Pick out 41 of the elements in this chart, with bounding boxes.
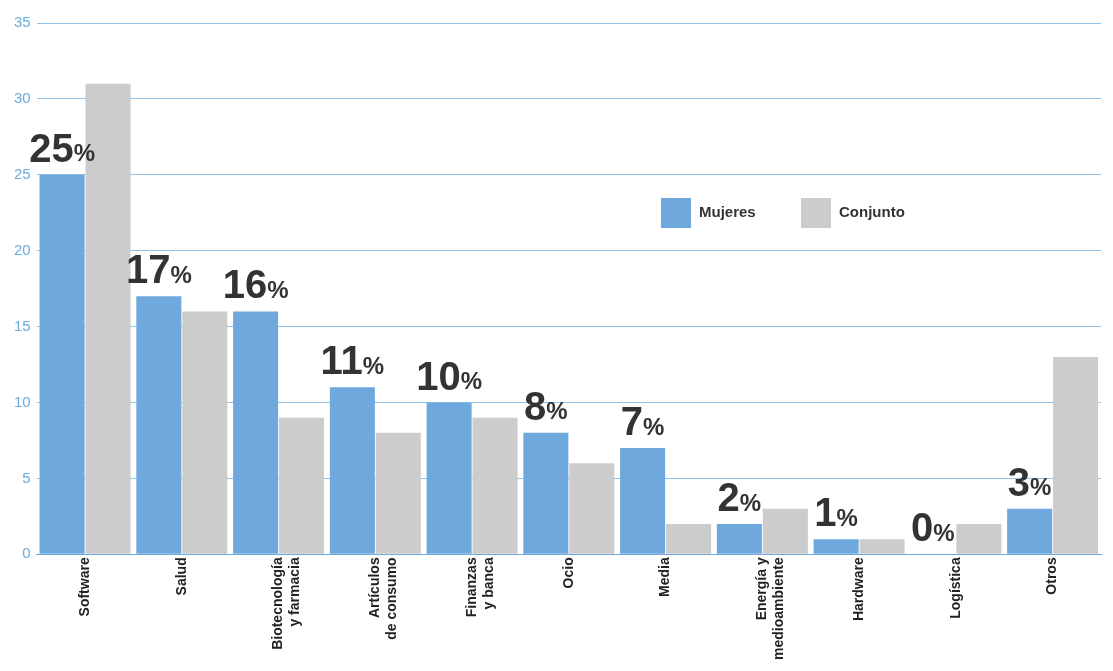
data-label: 10% — [416, 353, 483, 398]
x-tick-label: Software — [75, 557, 92, 617]
data-label: 25% — [29, 125, 95, 170]
legend-label: Conjunto — [839, 203, 905, 221]
y-tick-label: 15 — [14, 316, 31, 334]
data-label: 17% — [125, 247, 192, 292]
x-tick-label: Salud — [172, 557, 189, 596]
y-tick-label: 35 — [14, 13, 31, 31]
bar — [666, 523, 712, 554]
x-tick-label: Finanzas y banca — [462, 557, 496, 618]
y-tick-label: 5 — [22, 468, 31, 486]
data-label: 11% — [320, 338, 385, 383]
bar — [1053, 356, 1099, 554]
legend-label: Mujeres — [699, 203, 756, 221]
bar — [472, 417, 518, 554]
x-tick-label: Biotecnología y farmacia — [269, 557, 303, 650]
bar — [375, 432, 421, 554]
bar — [859, 539, 905, 554]
data-label: 1% — [814, 490, 858, 535]
y-tick-label: 25 — [14, 164, 31, 182]
bar — [956, 523, 1002, 554]
x-tick-label: Otros — [1043, 557, 1060, 595]
bar — [569, 463, 615, 554]
data-label: 3% — [1007, 459, 1052, 504]
data-label: 0% — [911, 505, 955, 550]
y-tick-label: 10 — [14, 392, 31, 410]
data-label: 8% — [524, 383, 568, 428]
bar — [279, 417, 325, 554]
x-tick-label: Logística — [946, 557, 963, 619]
x-tick-label: Hardware — [849, 557, 866, 622]
y-tick-label: 20 — [14, 240, 31, 258]
data-label: 16% — [222, 262, 289, 307]
bar — [762, 508, 808, 554]
y-tick-label: 0 — [22, 544, 31, 562]
x-tick-label: Ocio — [559, 557, 576, 589]
data-label: 2% — [717, 474, 762, 519]
x-tick-label: Energía y medioambiente — [753, 557, 787, 661]
y-tick-label: 30 — [14, 89, 31, 107]
x-tick-label: Media — [656, 557, 673, 597]
data-label: 7% — [620, 399, 665, 444]
bar — [182, 311, 228, 554]
